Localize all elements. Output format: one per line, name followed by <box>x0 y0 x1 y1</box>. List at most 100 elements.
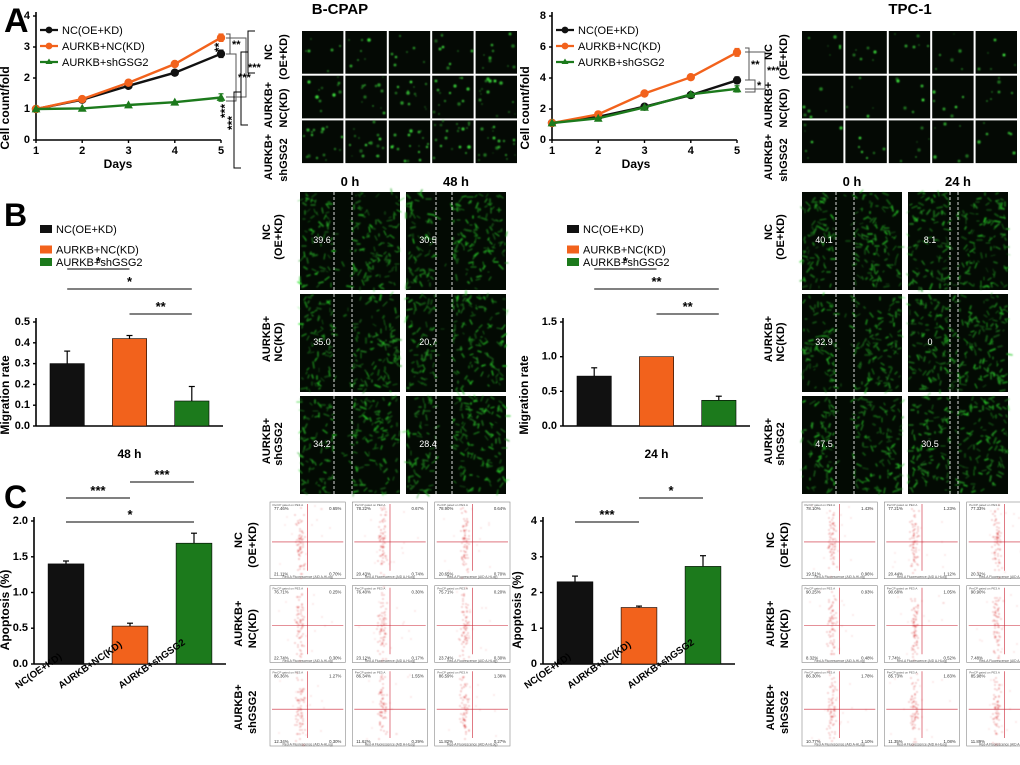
svg-text:1: 1 <box>33 145 39 157</box>
svg-text:NC(OE+KD): NC(OE+KD) <box>56 224 117 236</box>
svg-text:1.5: 1.5 <box>542 316 557 328</box>
svg-text:B: B <box>4 197 27 233</box>
svg-text:0.0: 0.0 <box>13 658 28 670</box>
svg-text:34.2: 34.2 <box>313 439 331 449</box>
svg-text:AURKB+: AURKB+ <box>263 134 275 180</box>
svg-text:Cell count/fold: Cell count/fold <box>0 66 12 149</box>
svg-text:Red-A Fluorescence (AID A-HLog: Red-A Fluorescence (AID A-HLog) <box>897 575 947 579</box>
svg-text:1.23%: 1.23% <box>944 506 956 511</box>
svg-text:Apoptosis (%): Apoptosis (%) <box>0 570 12 651</box>
svg-text:PerCP gated on PE3.A: PerCP gated on PE3.A <box>273 587 304 591</box>
svg-text:AURKB+shGSG2: AURKB+shGSG2 <box>578 57 665 69</box>
svg-text:1.55%: 1.55% <box>412 673 424 678</box>
svg-text:2.0: 2.0 <box>13 515 28 527</box>
svg-text:4: 4 <box>688 145 695 157</box>
svg-text:5: 5 <box>734 145 740 157</box>
svg-text:AURKB+NC(KD): AURKB+NC(KD) <box>578 41 661 53</box>
svg-text:0: 0 <box>927 337 932 347</box>
svg-text:1: 1 <box>24 103 30 115</box>
svg-text:PerCP gated on PE3.A: PerCP gated on PE3.A <box>969 587 1000 591</box>
svg-text:AURKB+: AURKB+ <box>763 418 775 464</box>
svg-text:0.5: 0.5 <box>542 385 557 397</box>
svg-text:AURKB+: AURKB+ <box>763 134 775 180</box>
svg-text:40.1: 40.1 <box>815 235 833 245</box>
svg-text:2: 2 <box>540 103 546 115</box>
svg-text:0.1: 0.1 <box>15 399 30 411</box>
svg-text:PerCP gated on PE3.A: PerCP gated on PE3.A <box>273 503 304 507</box>
svg-text:Migration rate: Migration rate <box>0 355 12 435</box>
svg-text:0.0: 0.0 <box>542 420 557 432</box>
svg-text:AURKB+: AURKB+ <box>763 82 775 128</box>
svg-text:AURKB+: AURKB+ <box>263 82 275 128</box>
svg-text:AURKB+: AURKB+ <box>765 601 777 647</box>
svg-text:4: 4 <box>172 145 179 157</box>
svg-text:Red-A Fluorescence (AID A-HLog: Red-A Fluorescence (AID A-HLog) <box>283 659 333 663</box>
svg-text:NC(KD): NC(KD) <box>273 322 285 361</box>
svg-text:NC(OE+KD): NC(OE+KD) <box>578 25 639 37</box>
svg-text:4: 4 <box>24 10 31 22</box>
svg-text:NC: NC <box>765 532 777 548</box>
svg-text:PerCP gated on PE3.A: PerCP gated on PE3.A <box>355 670 386 674</box>
svg-text:AURKB+shGSG2: AURKB+shGSG2 <box>62 57 149 69</box>
svg-text:Red-A Fluorescence (AID A-HLog: Red-A Fluorescence (AID A-HLog) <box>979 659 1020 663</box>
svg-text:2: 2 <box>24 72 30 84</box>
svg-text:NC(KD): NC(KD) <box>775 322 787 361</box>
svg-text:AURKB+: AURKB+ <box>763 316 775 362</box>
svg-text:0.3: 0.3 <box>15 358 30 370</box>
svg-text:1.83%: 1.83% <box>944 673 956 678</box>
svg-text:0.65%: 0.65% <box>329 506 341 511</box>
svg-text:NC(OE+KD): NC(OE+KD) <box>583 224 644 236</box>
svg-text:AURKB+: AURKB+ <box>233 601 245 647</box>
svg-text:C: C <box>4 479 27 515</box>
svg-text:8: 8 <box>540 10 546 22</box>
svg-text:2: 2 <box>595 145 601 157</box>
svg-text:Red-A Fluorescence (AID A-HLog: Red-A Fluorescence (AID A-HLog) <box>283 743 333 747</box>
svg-text:24 h: 24 h <box>644 447 668 461</box>
svg-text:**: ** <box>651 274 662 289</box>
svg-text:TPC-1: TPC-1 <box>888 1 931 18</box>
svg-text:0 h: 0 h <box>843 174 862 189</box>
svg-text:47.5: 47.5 <box>815 439 833 449</box>
svg-text:NC: NC <box>261 224 273 240</box>
svg-text:PerCP gated on PE3.A: PerCP gated on PE3.A <box>437 587 468 591</box>
svg-text:48 h: 48 h <box>117 447 141 461</box>
svg-text:Migration rate: Migration rate <box>517 355 531 435</box>
svg-text:2: 2 <box>79 145 85 157</box>
svg-text:shGSG2: shGSG2 <box>779 691 791 734</box>
svg-text:Cell count/fold: Cell count/fold <box>518 66 532 149</box>
svg-text:0: 0 <box>531 658 537 670</box>
svg-text:shGSG2: shGSG2 <box>775 422 787 465</box>
svg-text:(OE+KD): (OE+KD) <box>778 34 790 80</box>
svg-text:1.27%: 1.27% <box>329 673 341 678</box>
svg-text:28.4: 28.4 <box>419 439 437 449</box>
svg-text:Days: Days <box>104 157 133 171</box>
svg-text:AURKB+: AURKB+ <box>233 684 245 730</box>
svg-text:0: 0 <box>24 134 30 146</box>
svg-text:PerCP gated on PE3.A: PerCP gated on PE3.A <box>437 670 468 674</box>
svg-text:NC(KD): NC(KD) <box>779 609 791 648</box>
svg-text:2: 2 <box>531 587 537 599</box>
svg-text:Days: Days <box>622 157 651 171</box>
svg-text:**: ** <box>751 59 760 71</box>
svg-text:1.78%: 1.78% <box>861 673 873 678</box>
svg-text:39.6: 39.6 <box>313 235 331 245</box>
svg-text:***: *** <box>90 483 106 498</box>
svg-text:Red-A Fluorescence (AID A-HLog: Red-A Fluorescence (AID A-HLog) <box>447 743 497 747</box>
svg-text:NC(OE+KD): NC(OE+KD) <box>62 25 123 37</box>
svg-text:1.05%: 1.05% <box>944 590 956 595</box>
svg-text:PerCP gated on PE3.A: PerCP gated on PE3.A <box>887 587 918 591</box>
svg-text:1.0: 1.0 <box>13 587 28 599</box>
svg-text:Red-A Fluorescence (AID A-HLog: Red-A Fluorescence (AID A-HLog) <box>283 575 333 579</box>
svg-text:shGSG2: shGSG2 <box>247 691 259 734</box>
svg-text:***: *** <box>599 507 615 522</box>
svg-text:3: 3 <box>24 41 30 53</box>
svg-text:5: 5 <box>218 145 224 157</box>
svg-text:Red-A Fluorescence (AID A-HLog: Red-A Fluorescence (AID A-HLog) <box>979 743 1020 747</box>
svg-text:PerCP gated on PE3.A: PerCP gated on PE3.A <box>805 587 836 591</box>
svg-text:0.0: 0.0 <box>15 420 30 432</box>
svg-text:NC(KD): NC(KD) <box>247 609 259 648</box>
svg-text:1.43%: 1.43% <box>861 506 873 511</box>
svg-text:AURKB+: AURKB+ <box>261 316 273 362</box>
svg-text:0.30%: 0.30% <box>412 590 424 595</box>
svg-text:48 h: 48 h <box>443 174 469 189</box>
